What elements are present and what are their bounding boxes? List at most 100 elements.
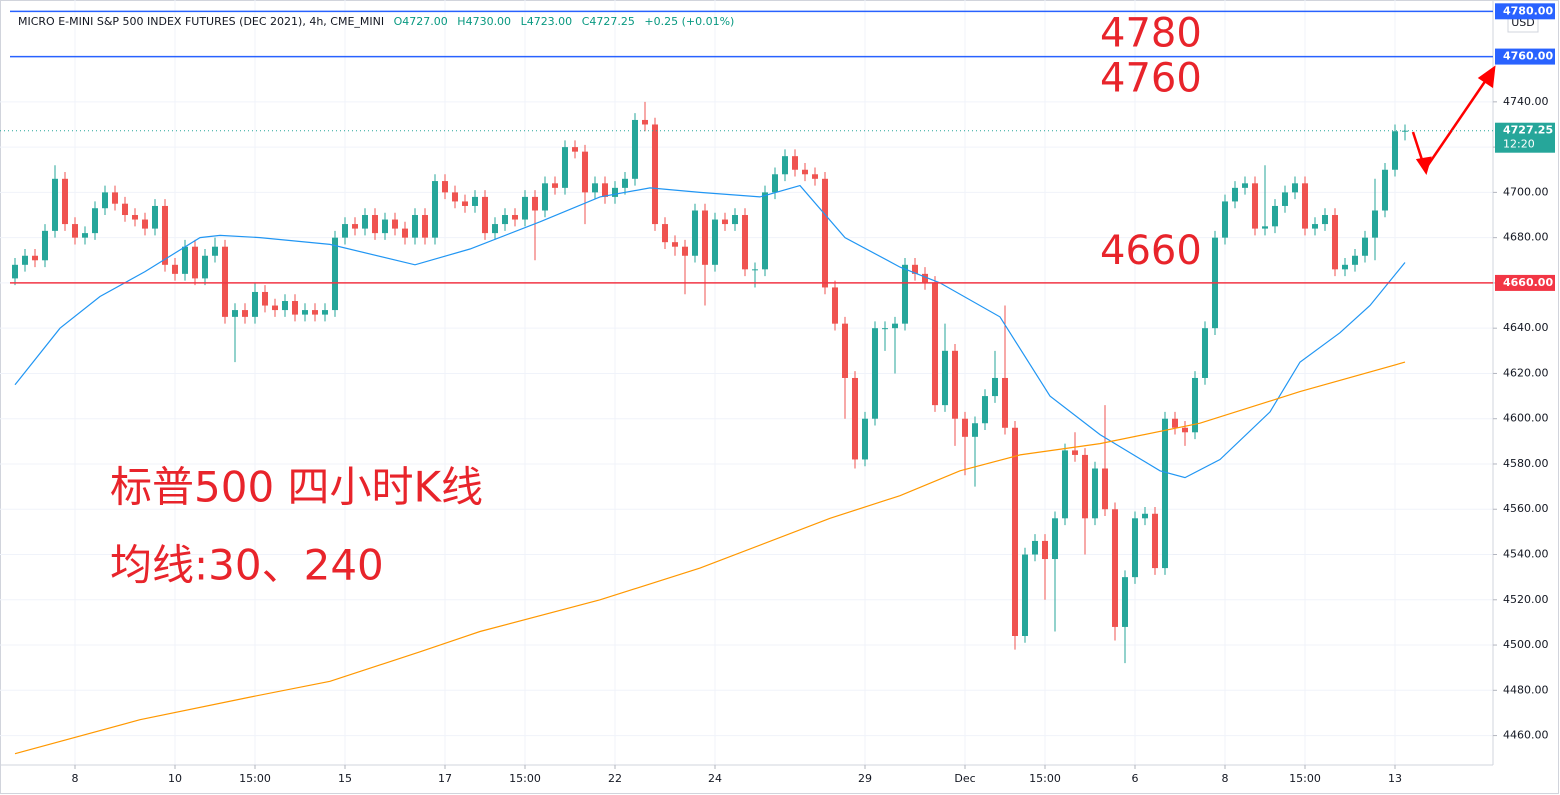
candle-body (1092, 468, 1098, 519)
candle-body (462, 201, 468, 206)
overlay-text: 标普500 四小时K线 (110, 463, 483, 512)
candle-body (982, 396, 988, 424)
level-label: 4660.00 (1503, 276, 1553, 289)
ohlc-low: L4723.00 (520, 15, 573, 28)
candle-body (1132, 518, 1138, 578)
candle-body (442, 181, 448, 193)
candle-body (1122, 577, 1128, 627)
x-tick-label: 15:00 (1029, 772, 1061, 785)
candle-body (882, 328, 888, 330)
candle-body (892, 323, 898, 329)
x-tick-label: 15:00 (509, 772, 541, 785)
candle-body (832, 287, 838, 324)
candle-body (772, 174, 778, 193)
candle-body (192, 246, 198, 279)
candle-body (202, 255, 208, 279)
price-change: +0.25 (+0.01%) (644, 15, 735, 28)
candle-body (62, 178, 68, 225)
candle-body (112, 192, 118, 204)
candle-body (872, 328, 878, 419)
candle-body (352, 224, 358, 229)
candle-body (1182, 427, 1188, 433)
last-price-box (1495, 122, 1555, 153)
countdown-label: 12:20 (1503, 138, 1535, 151)
candle-body (1022, 554, 1028, 636)
candle-body (642, 119, 648, 125)
candle-body (1302, 183, 1308, 229)
y-tick-label: 4460.00 (1503, 729, 1549, 742)
candle-body (342, 224, 348, 238)
candle-body (522, 196, 528, 220)
candle-body (492, 224, 498, 234)
candle-body (272, 305, 278, 311)
candle-body (432, 181, 438, 238)
candle-body (1382, 169, 1388, 211)
candle-body (692, 210, 698, 256)
x-tick-label: 24 (708, 772, 722, 785)
candle-body (422, 215, 428, 238)
candle-body (1012, 427, 1018, 636)
y-tick-label: 4640.00 (1503, 321, 1549, 334)
candle-body (472, 196, 478, 206)
candle-body (1072, 450, 1078, 455)
candle-body (512, 215, 518, 220)
last-price-label: 4727.25 (1503, 124, 1553, 137)
moving-average (14, 361, 1406, 755)
candle-body (402, 228, 408, 238)
candle-body (1222, 201, 1228, 238)
candle-body (632, 119, 638, 179)
candle-body (412, 215, 418, 238)
candle-body (1272, 205, 1278, 227)
candle-body (712, 219, 718, 265)
y-tick-label: 4740.00 (1503, 95, 1549, 108)
y-tick-label: 4560.00 (1503, 502, 1549, 515)
candle-body (572, 147, 578, 152)
candle-body (392, 219, 398, 229)
candle-body (1282, 192, 1288, 206)
candle-body (842, 323, 848, 378)
ohlc-close: C4727.25 (581, 15, 635, 28)
ohlc-open: O4727.00 (393, 15, 448, 28)
level-label: 4760.00 (1503, 50, 1553, 63)
candle-body (32, 255, 38, 261)
candle-body (662, 224, 668, 243)
x-tick-label: 6 (1132, 772, 1139, 785)
y-tick-label: 4620.00 (1503, 366, 1549, 379)
candle-body (1032, 540, 1038, 555)
candle-body (1352, 255, 1358, 265)
candle-body (162, 205, 168, 265)
moving-average (14, 184, 1406, 479)
candle-body (752, 269, 758, 271)
candle-body (82, 233, 88, 238)
level-annotation: 4760 (1100, 56, 1202, 102)
candle-body (132, 215, 138, 220)
candle-body (1192, 377, 1198, 433)
candle-body (362, 215, 368, 229)
overlay-text: 均线:30、240 (110, 541, 384, 590)
candle-body (322, 310, 328, 315)
candle-body (182, 246, 188, 274)
x-tick-label: 8 (72, 772, 79, 785)
candle-body (1332, 215, 1338, 270)
candle-body (802, 169, 808, 175)
candle-body (1062, 450, 1068, 519)
candle-body (1002, 377, 1008, 428)
candle-body (332, 237, 338, 311)
level-label-box (1495, 48, 1555, 65)
candle-body (732, 215, 738, 225)
candle-body (12, 264, 18, 279)
candle-body (542, 183, 548, 211)
level-label-box (1495, 3, 1555, 20)
candle-body (172, 264, 178, 274)
candle-body (312, 310, 318, 315)
candle-body (722, 219, 728, 225)
candle-body (1292, 183, 1298, 193)
candle-body (942, 350, 948, 406)
candle-body (262, 291, 268, 306)
x-tick-label: Dec (954, 772, 975, 785)
candle-body (852, 377, 858, 460)
x-tick-label: 15:00 (239, 772, 271, 785)
candle-body (812, 174, 818, 179)
